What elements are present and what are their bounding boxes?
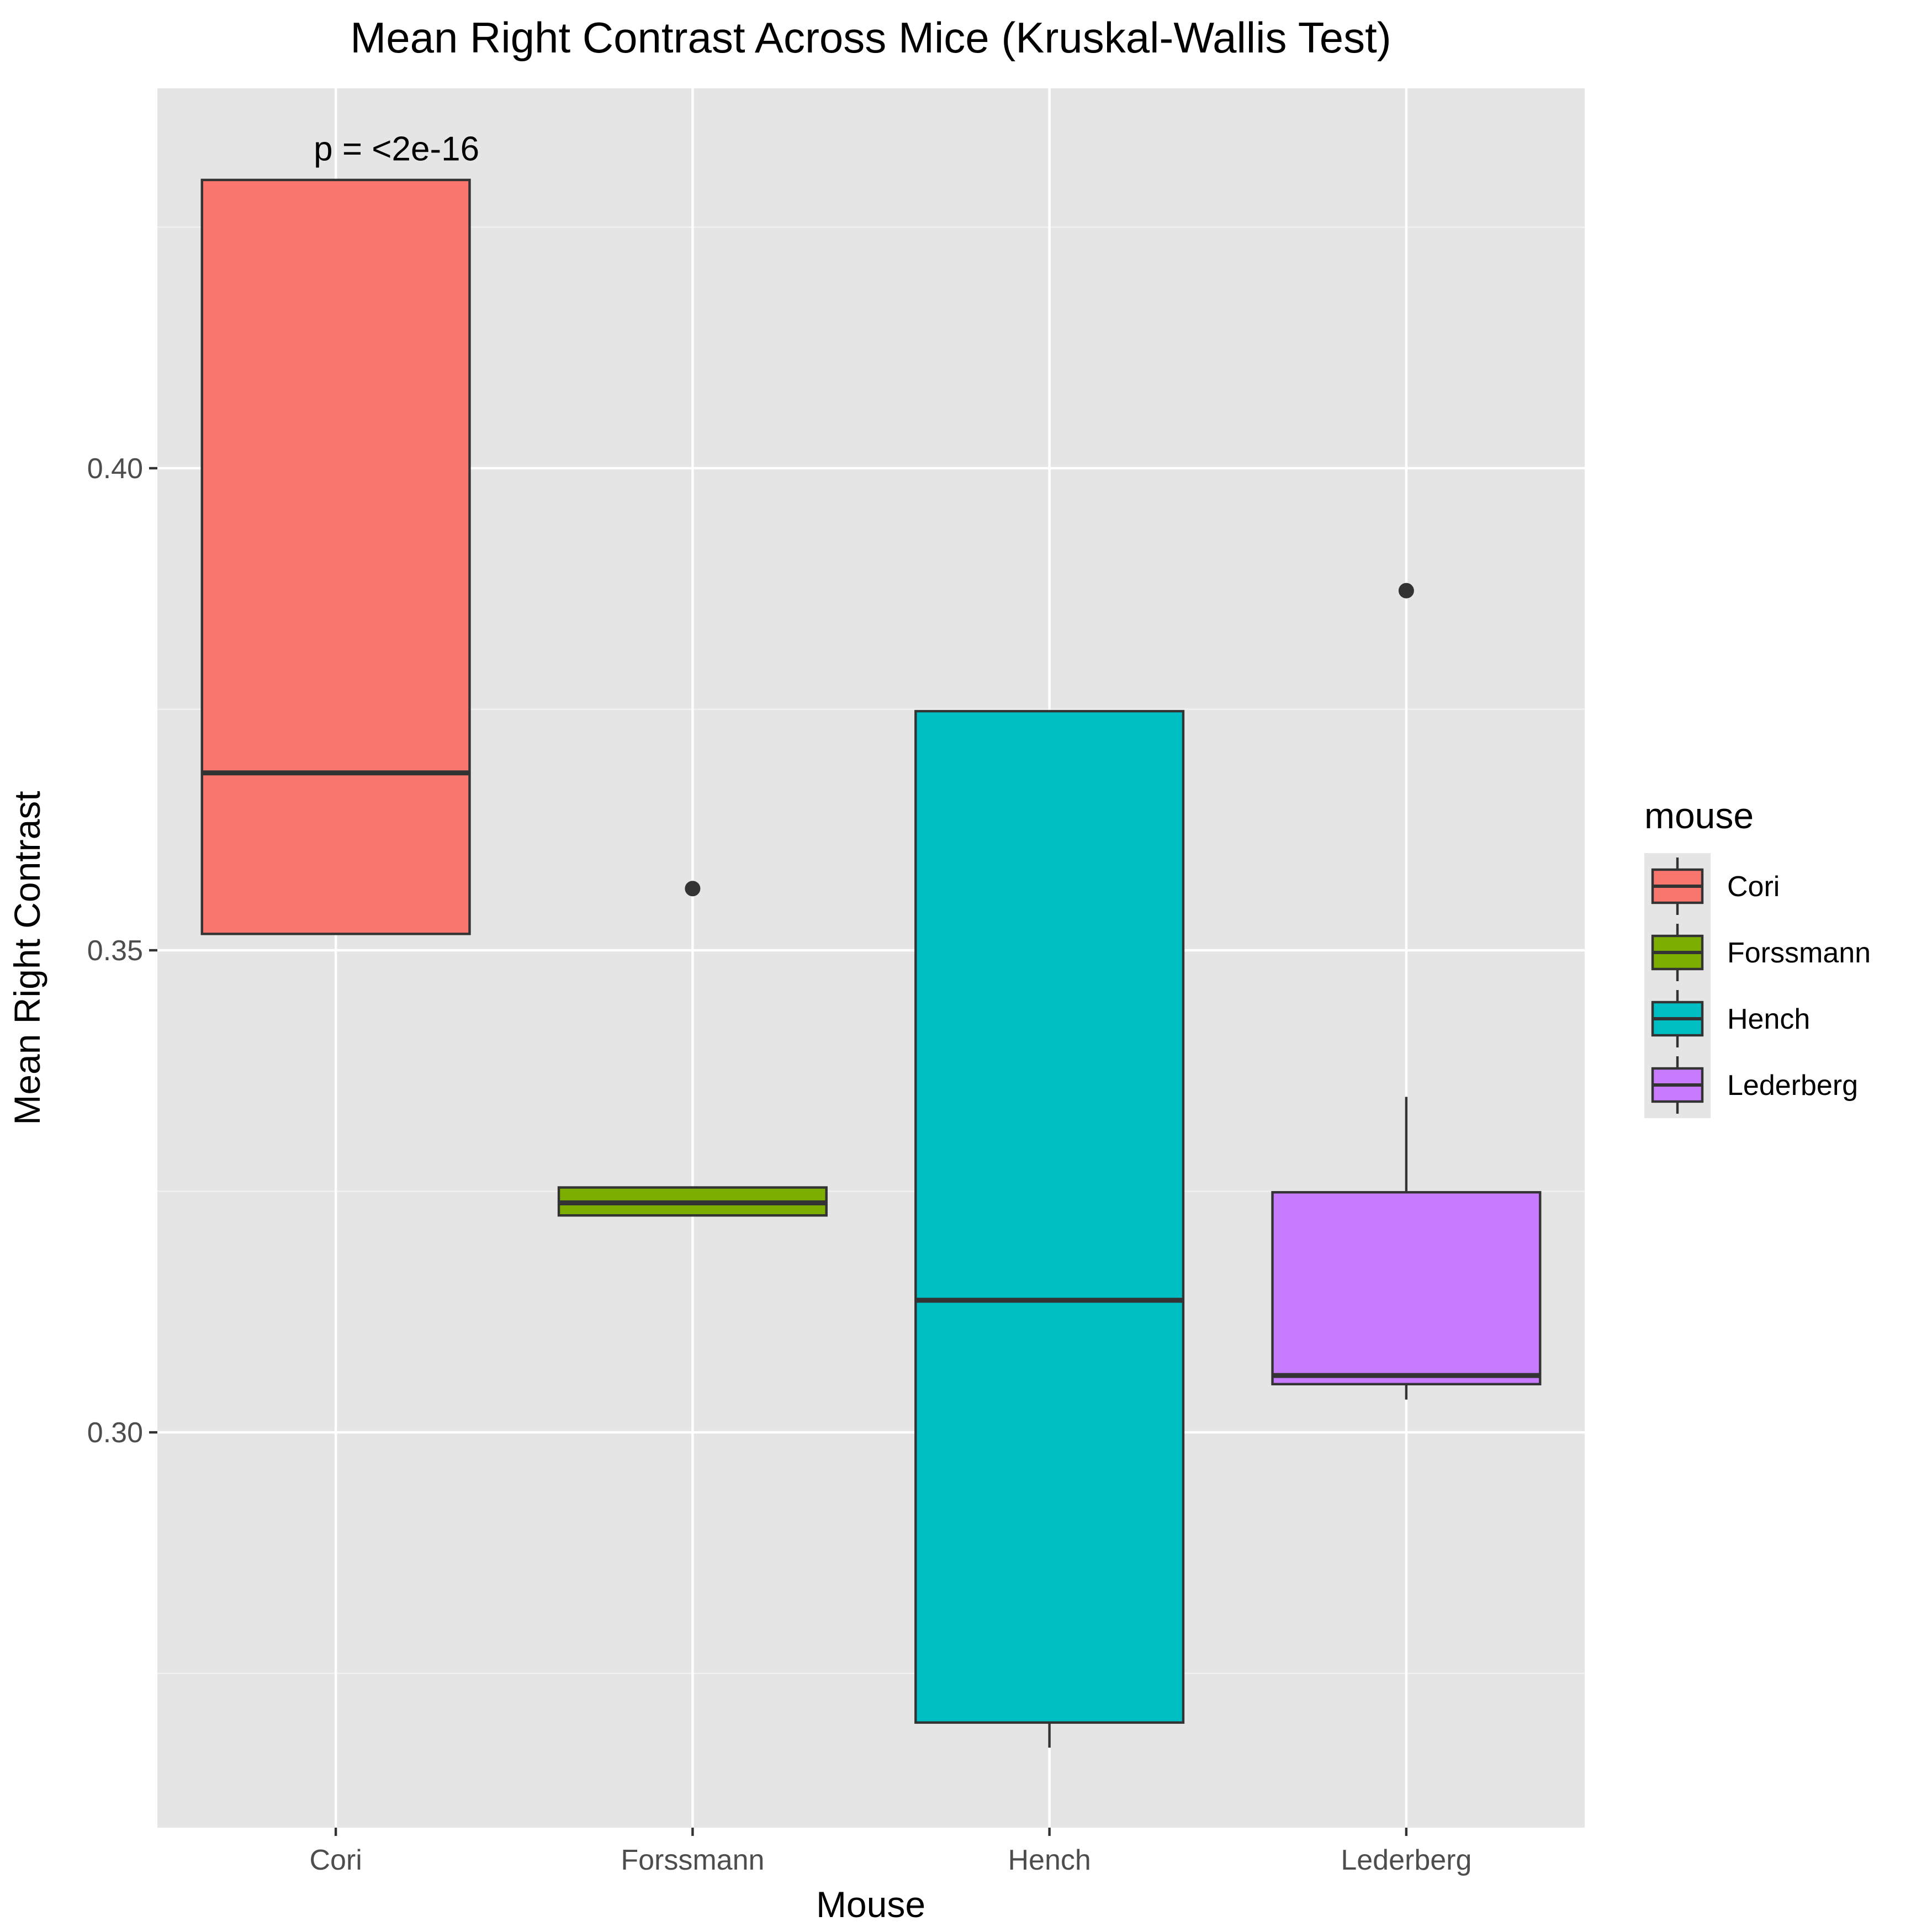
outlier-point bbox=[685, 881, 701, 897]
box-lederberg bbox=[1271, 583, 1542, 1400]
x-axis-title: Mouse bbox=[816, 1884, 925, 1925]
legend-label: Cori bbox=[1727, 871, 1780, 903]
box-cori bbox=[200, 178, 471, 935]
legend-item-lederberg: Lederberg bbox=[1651, 1056, 1858, 1114]
x-tick-label: Hench bbox=[1008, 1844, 1091, 1876]
x-tick-label: Cori bbox=[309, 1844, 362, 1876]
outlier-point bbox=[1398, 583, 1414, 599]
box-iqr bbox=[1271, 1191, 1542, 1385]
y-tick-label: 0.30 bbox=[87, 1417, 143, 1449]
legend-label: Hench bbox=[1727, 1003, 1810, 1035]
legend-item-forssmann: Forssmann bbox=[1651, 924, 1871, 981]
box-forssmann bbox=[557, 881, 828, 1217]
legend-item-hench: Hench bbox=[1651, 990, 1810, 1047]
boxes-layer bbox=[200, 178, 1542, 1748]
y-tick-label: 0.35 bbox=[87, 935, 143, 967]
legend-label: Forssmann bbox=[1727, 937, 1871, 969]
y-axis: 0.30 0.35 0.40 bbox=[87, 453, 157, 1449]
y-axis-title: Mean Right Contrast bbox=[7, 791, 47, 1125]
legend-title: mouse bbox=[1644, 795, 1754, 836]
legend-item-cori: Cori bbox=[1651, 858, 1780, 915]
box-hench bbox=[914, 710, 1185, 1748]
p-value-annotation: p = <2e-16 bbox=[314, 130, 479, 168]
x-axis: Cori Forssmann Hench Lederberg bbox=[309, 1828, 1472, 1876]
x-tick-label: Lederberg bbox=[1341, 1844, 1472, 1876]
y-tick-label: 0.40 bbox=[87, 453, 143, 485]
x-tick-label: Forssmann bbox=[621, 1844, 764, 1876]
legend: mouse Cori Forssmann Hench Lederberg bbox=[1644, 795, 1871, 1118]
legend-label: Lederberg bbox=[1727, 1070, 1858, 1102]
chart-title: Mean Right Contrast Across Mice (Kruskal… bbox=[350, 13, 1391, 62]
box-iqr bbox=[914, 710, 1185, 1724]
box-iqr bbox=[200, 178, 471, 935]
